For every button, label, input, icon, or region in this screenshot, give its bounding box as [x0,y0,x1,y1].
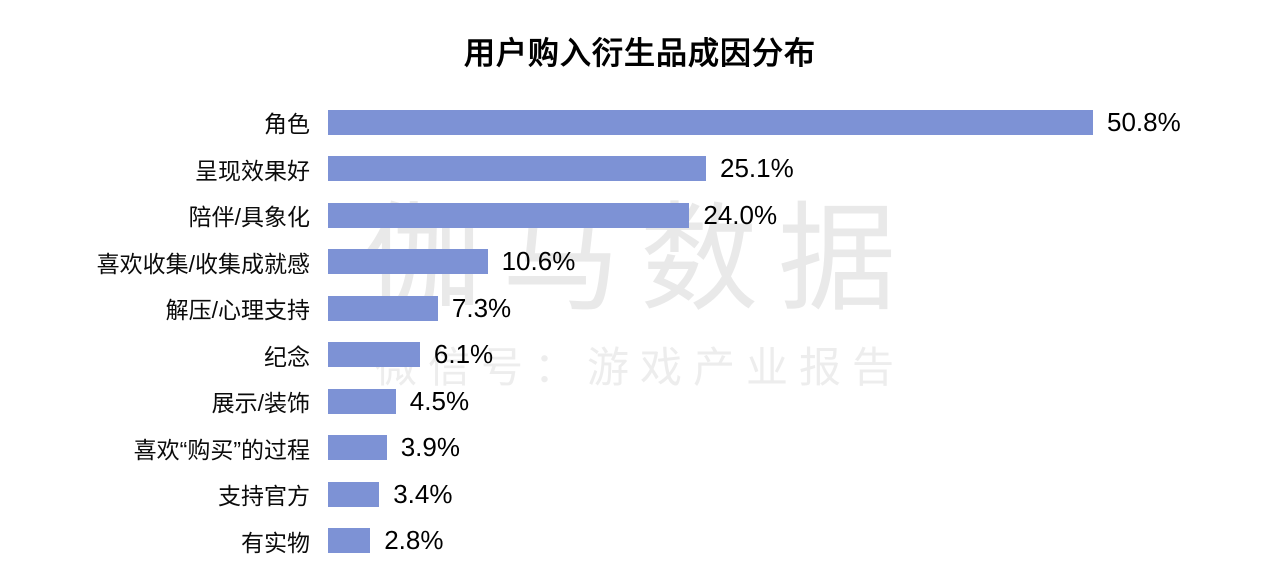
value-label: 7.3% [451,292,512,323]
value-label: 2.8% [384,525,444,556]
bar-row: 角色 50.8% [0,99,1280,146]
bar-track: 3.9% [328,425,1280,472]
category-label: 支持官方 [218,483,310,510]
value-label: 3.4% [393,478,453,509]
bar-track: 7.3% [328,285,1280,332]
bar-track: 3.4% [328,471,1280,518]
bar-row: 支持官方 3.4% [0,471,1280,518]
category-label: 纪念 [264,343,310,370]
bar-track: 6.1% [328,332,1280,379]
value-label: 24.0% [703,199,778,230]
category-label: 喜欢收集/收集成就感 [96,250,310,277]
bar-chart: 角色 50.8% 呈现效果好 25.1% 陪伴/具象化 24.0% 喜欢收集/收集成就感 10… [0,99,1280,564]
bar [328,342,420,368]
category-label: 角色 [264,111,310,138]
value-label: 3.9% [400,432,460,463]
value-label: 4.5% [409,385,470,416]
watermark-subtext: 微信号：游戏产业报告 [374,344,906,391]
bar [328,156,706,182]
bar [328,528,371,554]
bar-row: 陪伴/具象化 24.0% [0,192,1280,239]
bar-row: 展示/装饰 4.5% [0,378,1280,425]
bar-track: 25.1% [328,146,1280,193]
bar-track: 50.8% [328,99,1280,146]
bar-track: 2.8% [328,518,1280,565]
category-label: 呈现效果好 [195,157,310,184]
bar-row: 喜欢“购买”的过程 3.9% [0,425,1280,472]
category-label: 陪伴/具象化 [188,204,310,231]
bar [328,435,387,461]
category-label: 解压/心理支持 [165,297,310,324]
bar-row: 纪念 6.1% [0,332,1280,379]
value-label: 6.1% [433,339,494,370]
value-label: 50.8% [1107,106,1181,137]
category-label: 有实物 [241,529,310,556]
bar [328,249,488,275]
bar [328,202,690,228]
bar-row: 有实物 2.8% [0,518,1280,565]
bar-row: 解压/心理支持 7.3% [0,285,1280,332]
category-label: 喜欢“购买”的过程 [133,436,310,463]
value-label: 25.1% [720,153,794,184]
bar [328,481,380,507]
chart-title: 用户购入衍生品成因分布 [464,36,816,71]
value-label: 10.6% [501,246,576,277]
bar [328,388,396,414]
bar [328,109,1093,135]
bar-track: 24.0% [328,192,1280,239]
category-label: 展示/装饰 [211,390,310,417]
bar [328,295,438,321]
bar-row: 喜欢收集/收集成就感 10.6% [0,239,1280,286]
bar-row: 呈现效果好 25.1% [0,146,1280,193]
bar-track: 4.5% [328,378,1280,425]
bar-track: 10.6% [328,239,1280,286]
